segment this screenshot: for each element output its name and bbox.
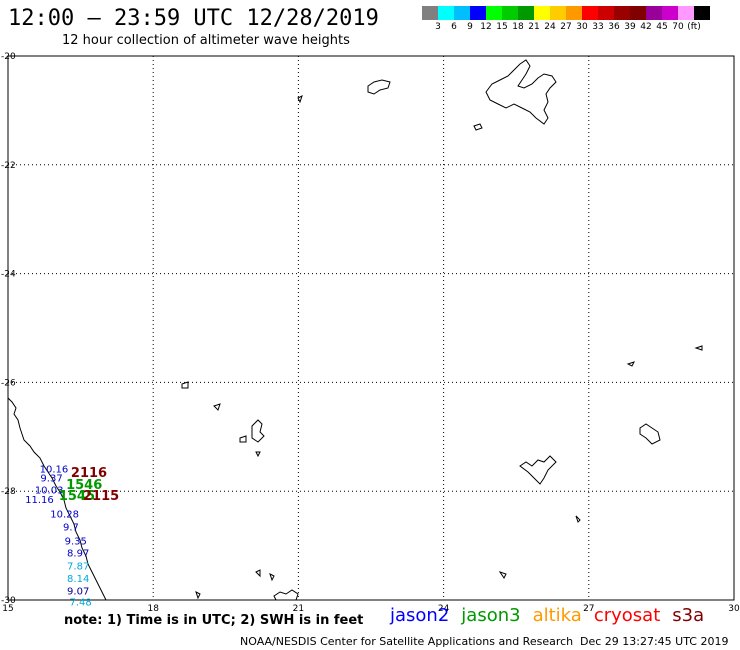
colorbar-label: 18 [512, 22, 524, 32]
lake-outline [575, 515, 581, 523]
wave-height-label: 10.28 [50, 509, 79, 520]
lake-outline [519, 455, 557, 485]
legend-entry-altika: altika [532, 605, 582, 626]
lake-outline [273, 589, 299, 601]
wave-height-label: 9.07 [67, 587, 89, 598]
colorbar-swatch [518, 6, 534, 20]
wave-height-label: 10.16 [40, 465, 69, 476]
lat-tick-label: -22 [1, 161, 16, 171]
lat-tick-label: -30 [1, 596, 16, 606]
satellite-legend: jason2 jason3 altika cryosat s3a [390, 605, 716, 626]
colorbar-swatch [662, 6, 678, 20]
colorbar-label: 21 [528, 22, 540, 32]
colorbar-label: 70 [672, 22, 684, 32]
lake-outline [213, 403, 221, 411]
tick-labels: 15 18 21 24 27 30 -20 -22 -24 -26 -28 -30 [1, 52, 740, 614]
colorbar-label: 12 [480, 22, 492, 32]
lake-outline [485, 59, 557, 125]
colorbar-swatch [422, 6, 438, 20]
lon-tick-label: 15 [2, 604, 13, 614]
wave-height-label: 7.48 [69, 597, 91, 608]
wave-height-label: 7.87 [67, 562, 89, 573]
colorbar-label: 39 [624, 22, 636, 32]
colorbar-label: 45 [656, 22, 668, 32]
pass-time-label: 2115 [83, 489, 119, 504]
pass-time-label: 1545 [59, 489, 95, 504]
colorbar-label: 9 [467, 22, 473, 32]
gridlines [8, 56, 734, 600]
lon-tick-label: 18 [147, 604, 159, 614]
wave-height-label: 11.16 [25, 495, 54, 506]
colorbar-swatch [566, 6, 582, 20]
lake-outline [239, 419, 265, 458]
colorbar-label: (ft) [687, 22, 701, 32]
colorbar-label: 15 [496, 22, 508, 32]
map-title: 12:00 – 23:59 UTC 12/28/2019 [8, 6, 379, 31]
colorbar-label: 42 [640, 22, 652, 32]
lake-outline [367, 79, 391, 95]
colorbar-label: 30 [576, 22, 588, 32]
lake-outline [297, 95, 303, 104]
wave-height-label: 8.97 [67, 548, 89, 559]
lake-outline [639, 423, 661, 445]
note-text: note: 1) Time is in UTC; 2) SWH is in fe… [64, 613, 364, 628]
pass-time-label: 1546 [66, 478, 102, 493]
wave-height-label: 9.37 [40, 473, 62, 484]
lat-tick-label: -20 [1, 52, 16, 62]
lat-tick-label: -26 [1, 378, 16, 388]
lake-outline [473, 123, 483, 131]
colorbar-swatch [646, 6, 662, 20]
colorbar-label: 36 [608, 22, 620, 32]
lat-tick-label: -24 [1, 270, 16, 280]
lon-tick-label: 21 [293, 604, 304, 614]
colorbar-swatch [534, 6, 550, 20]
colorbar-label: 27 [560, 22, 572, 32]
lake-outline [181, 381, 189, 389]
legend-entry-cryosat: cryosat [593, 605, 661, 626]
colorbar-swatch [486, 6, 502, 20]
lon-tick-label: 27 [583, 604, 594, 614]
wave-height-label: 9.7 [63, 522, 79, 533]
colorbar-swatch [582, 6, 598, 20]
wave-height-label: 8.14 [67, 574, 89, 585]
timestamp-text: Dec 29 13:27:45 UTC 2019 [580, 635, 729, 648]
legend-entry-jason2: jason2 [390, 605, 450, 626]
lake-outline [694, 345, 703, 351]
coastline [7, 397, 107, 601]
colorbar-swatch [470, 6, 486, 20]
pass-time-label: 2116 [71, 466, 107, 481]
credit-text: NOAA/NESDIS Center for Satellite Applica… [240, 635, 574, 648]
colorbar-swatch [550, 6, 566, 20]
lake-outline [255, 569, 275, 582]
colorbar-swatch [438, 6, 454, 20]
wave-height-label: 9.35 [65, 537, 87, 548]
colorbar-label: 6 [451, 22, 457, 32]
colorbar [422, 6, 710, 20]
wave-height-label: 10.03 [35, 485, 64, 496]
lake-outline [195, 591, 201, 600]
map-subtitle: 12 hour collection of altimeter wave hei… [62, 33, 350, 48]
lake-outline [626, 361, 635, 367]
colorbar-swatch [598, 6, 614, 20]
lake-outline [498, 571, 507, 579]
colorbar-label: 3 [435, 22, 441, 32]
colorbar-label: 24 [544, 22, 556, 32]
colorbar-label: 33 [592, 22, 604, 32]
colorbar-swatch [614, 6, 630, 20]
legend-entry-jason3: jason3 [461, 605, 521, 626]
colorbar-swatch [454, 6, 470, 20]
lat-tick-label: -28 [1, 487, 16, 497]
legend-entry-s3a: s3a [672, 605, 705, 626]
colorbar-swatch [502, 6, 518, 20]
colorbar-swatch [694, 6, 710, 20]
lon-tick-label: 30 [728, 604, 740, 614]
lon-tick-label: 24 [438, 604, 450, 614]
colorbar-swatch [678, 6, 694, 20]
map-frame [7, 55, 735, 601]
colorbar-swatch [630, 6, 646, 20]
